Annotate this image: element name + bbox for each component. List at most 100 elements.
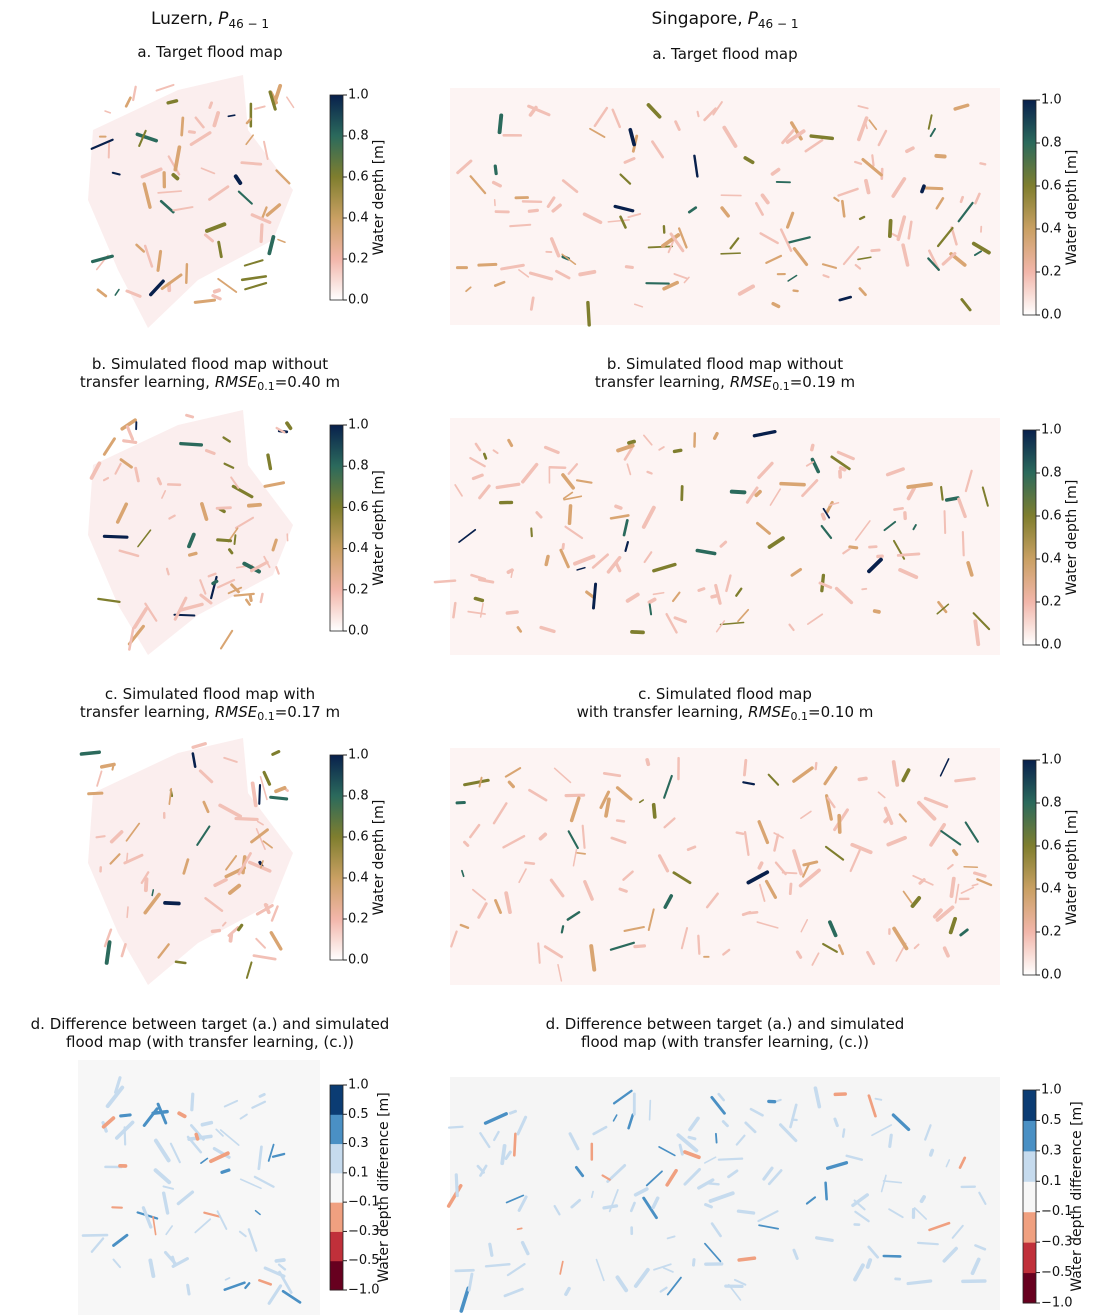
map-feature: [854, 520, 871, 541]
metric-name: RMSE: [215, 373, 258, 391]
map-feature: [867, 1094, 877, 1118]
map-feature: [629, 1201, 636, 1213]
map-feature: [589, 944, 597, 972]
map-feature: [507, 780, 515, 789]
colorbar-tick-label: 0.6: [1041, 179, 1062, 194]
colorbar-tick-label: 0.3: [1041, 1143, 1062, 1158]
map-feature: [659, 1286, 668, 1293]
map-feature: [715, 1132, 718, 1144]
map-feature: [95, 835, 106, 839]
colorbar-band: [1023, 1211, 1036, 1243]
map-feature: [87, 791, 104, 796]
map-feature: [735, 587, 743, 597]
map-feature: [736, 1209, 756, 1215]
map-feature: [567, 830, 579, 850]
map-feature: [948, 916, 958, 935]
map-feature: [583, 880, 594, 901]
colorbar-tick-label: 0.2: [348, 582, 369, 597]
map-feature: [593, 106, 609, 128]
map-feature: [575, 479, 593, 484]
map-feature: [907, 220, 913, 240]
map-feature: [779, 228, 793, 252]
colorbar-tick-label: 1.0: [1041, 753, 1062, 768]
map-feature: [798, 868, 821, 888]
panel-title: flood map (with transfer learning, (c.)): [581, 1033, 869, 1051]
map-feature: [517, 1195, 528, 1212]
map-feature: [155, 83, 175, 92]
map-feature: [871, 154, 875, 167]
map-feature: [966, 561, 974, 577]
panel-title: d. Difference between target (a.) and si…: [31, 1015, 390, 1033]
panel-title: with transfer learning, RMSE0.1=0.10 m: [577, 703, 874, 723]
map-feature: [134, 466, 140, 483]
map-feature: [976, 878, 993, 887]
map-feature: [667, 238, 676, 254]
colorbar-tick-label: 0.1: [1041, 1174, 1062, 1189]
map-feature: [633, 1267, 650, 1288]
map-feature: [623, 925, 645, 932]
map-feature: [238, 1230, 247, 1238]
map-background: [450, 748, 1000, 985]
map-feature: [512, 1132, 517, 1157]
colorbar-band: [330, 1231, 343, 1262]
map-feature: [833, 196, 840, 202]
map-feature: [704, 1242, 722, 1263]
map-feature: [263, 1266, 286, 1278]
map-feature: [505, 610, 519, 615]
map-feature: [244, 1282, 251, 1290]
map-feature: [824, 794, 833, 821]
map-feature: [758, 883, 766, 902]
map-feature: [171, 172, 180, 181]
colorbar-band: [1023, 1242, 1036, 1274]
map-feature: [478, 578, 495, 584]
map-feature: [923, 796, 949, 809]
map-feature: [253, 105, 266, 110]
map-feature: [524, 861, 536, 866]
map-feature: [163, 901, 181, 906]
map-feature: [920, 184, 926, 194]
colorbar-tick-label: 0.2: [348, 912, 369, 927]
map-feature: [200, 1120, 214, 1127]
map-feature: [143, 877, 149, 893]
map-feature: [101, 1116, 116, 1129]
map-feature: [651, 1196, 660, 1210]
map-feature: [189, 131, 212, 147]
map-feature: [281, 1289, 302, 1304]
map-feature: [901, 243, 910, 267]
map-feature: [624, 265, 634, 270]
map-feature: [874, 1097, 883, 1101]
map-feature: [622, 519, 629, 537]
map-feature: [824, 845, 845, 861]
map-feature: [837, 813, 842, 834]
colorbar: [330, 95, 343, 300]
flood-map: [78, 405, 320, 655]
colorbar-tick-label: −0.5: [1041, 1265, 1073, 1280]
map-feature: [262, 770, 272, 786]
map-feature: [645, 758, 651, 767]
panel-title-line: transfer learning,: [80, 703, 210, 721]
map-feature: [918, 878, 926, 885]
colorbar-tick-label: 0.8: [1041, 136, 1062, 151]
map-feature: [216, 1210, 228, 1230]
map-feature: [99, 762, 116, 769]
map-feature: [964, 469, 973, 493]
map-feature: [615, 786, 633, 801]
map-feature: [613, 204, 635, 213]
map-feature: [789, 1103, 798, 1129]
map-feature: [97, 597, 121, 603]
map-feature: [167, 155, 181, 176]
map-feature: [123, 853, 144, 865]
map-feature: [892, 926, 909, 951]
flood-map: [450, 88, 1000, 327]
map-feature: [562, 491, 574, 500]
map-feature: [177, 1111, 187, 1119]
panel-title-line: flood map (with transfer learning, (c.)): [581, 1033, 869, 1051]
map-feature: [212, 288, 221, 294]
map-feature: [865, 1258, 873, 1269]
map-feature: [821, 263, 837, 269]
map-feature: [156, 1102, 168, 1125]
map-feature: [954, 883, 960, 904]
colorbar-tick-label: 0.2: [348, 252, 369, 267]
map-feature: [527, 104, 551, 117]
